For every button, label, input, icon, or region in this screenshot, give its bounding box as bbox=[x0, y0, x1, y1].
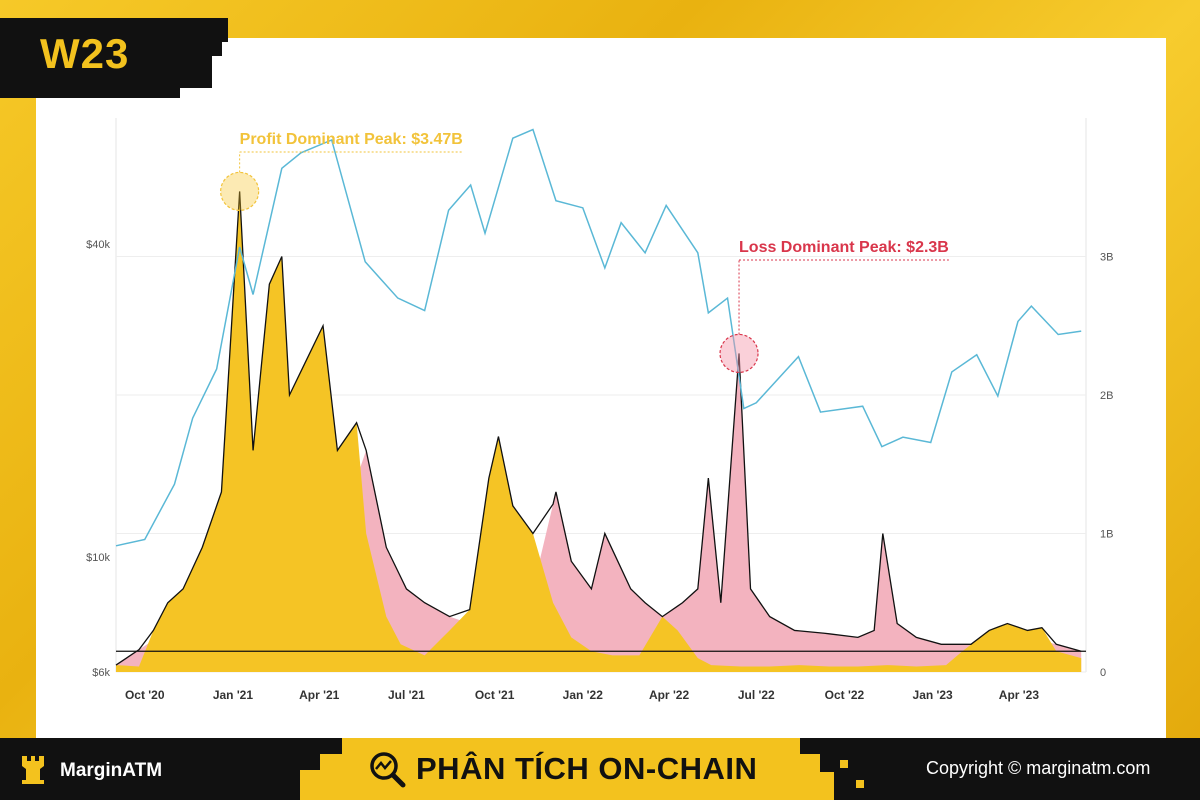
banner-text: PHÂN TÍCH ON-CHAIN bbox=[416, 751, 758, 786]
left-tick-label: $40k bbox=[86, 239, 110, 251]
x-tick-label: Jan '21 bbox=[213, 688, 254, 702]
copyright-text: Copyright © marginatm.com bbox=[926, 758, 1151, 778]
profit-area bbox=[116, 191, 1082, 672]
left-tick-label: $10k bbox=[86, 552, 110, 564]
x-tick-label: Jul '21 bbox=[388, 688, 425, 702]
envelope-outline bbox=[115, 191, 1082, 666]
x-tick-label: Jul '22 bbox=[738, 688, 775, 702]
banner-step bbox=[820, 772, 834, 800]
x-tick-label: Apr '22 bbox=[649, 688, 690, 702]
profit-peak-marker bbox=[220, 171, 260, 212]
banner-step bbox=[800, 754, 820, 800]
badge-step bbox=[212, 42, 222, 56]
banner-step bbox=[840, 760, 848, 768]
loss-peak-marker bbox=[719, 333, 759, 374]
x-tick-label: Apr '23 bbox=[999, 688, 1040, 702]
chart-panel: 0 1B 2B 3B $6k $10k $40k Oct '20 Jan '21 Apr '21 J… bbox=[36, 38, 1166, 740]
profit-peak-label: Profit Dominant Peak: $3.47B bbox=[240, 131, 463, 148]
chart-search-icon bbox=[370, 752, 406, 788]
week-label: W23 bbox=[40, 30, 130, 77]
badge-step bbox=[212, 18, 228, 42]
badge-step bbox=[0, 88, 180, 98]
banner-step bbox=[856, 780, 864, 788]
x-tick-label: Apr '21 bbox=[299, 688, 340, 702]
x-tick-label: Jan '22 bbox=[563, 688, 604, 702]
x-tick-label: Oct '20 bbox=[125, 688, 165, 702]
right-tick-label: 2B bbox=[1100, 390, 1113, 402]
left-tick-label: $6k bbox=[92, 667, 110, 679]
banner-step bbox=[300, 770, 342, 800]
x-tick-label: Oct '21 bbox=[475, 688, 515, 702]
banner-step bbox=[320, 754, 342, 770]
price-line bbox=[115, 128, 1082, 547]
week-badge: W23 bbox=[0, 18, 212, 88]
footer-banner: PHÂN TÍCH ON-CHAIN bbox=[342, 738, 800, 800]
rook-logo-icon bbox=[22, 756, 44, 784]
right-tick-label: 3B bbox=[1100, 252, 1113, 264]
brand-name: MarginATM bbox=[60, 760, 163, 781]
chart-svg: 0 1B 2B 3B $6k $10k $40k Oct '20 Jan '21 Apr '21 J… bbox=[86, 118, 1113, 702]
loss-peak-label: Loss Dominant Peak: $2.3B bbox=[739, 239, 949, 256]
x-tick-label: Jan '23 bbox=[913, 688, 954, 702]
x-tick-label: Oct '22 bbox=[825, 688, 865, 702]
right-tick-label: 1B bbox=[1100, 529, 1113, 541]
right-tick-label: 0 bbox=[1100, 667, 1106, 679]
